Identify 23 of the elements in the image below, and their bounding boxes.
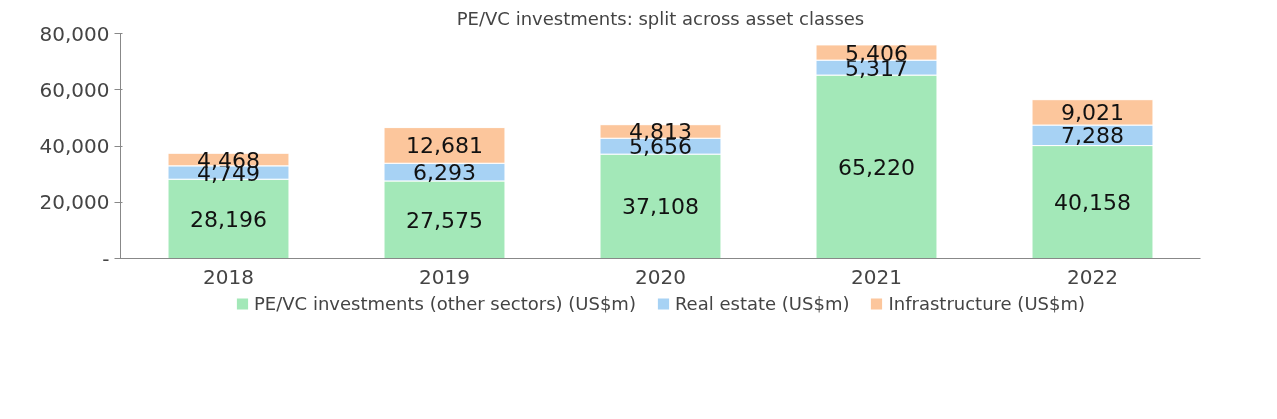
chart-title: PE/VC investments: split across asset classes: [456, 7, 865, 29]
y-tick-label: -: [102, 246, 110, 271]
data-label: 9,021: [1061, 100, 1124, 126]
x-tick-label: 2019: [419, 264, 470, 289]
y-tick-label: 80,000: [39, 21, 110, 46]
x-tick-label: 2021: [851, 264, 902, 289]
legend-label: Real estate (US$m): [674, 292, 850, 314]
y-tick-label: 60,000: [39, 77, 110, 102]
x-tick-label: 2018: [203, 264, 254, 289]
y-tick-label: 20,000: [39, 190, 110, 215]
data-label: 27,575: [406, 207, 483, 233]
data-label: 6,293: [413, 160, 476, 186]
legend-label: Infrastructure (US$m): [888, 292, 1086, 314]
data-label: 40,158: [1054, 190, 1131, 216]
data-label: 7,288: [1061, 123, 1124, 149]
data-label: 65,220: [838, 154, 915, 180]
x-tick-label: 2020: [635, 264, 686, 289]
data-label: 12,681: [406, 133, 483, 159]
data-label: 37,108: [622, 194, 699, 220]
legend-label: PE/VC investments (other sectors) (US$m): [253, 292, 636, 314]
y-tick-label: 40,000: [39, 134, 110, 158]
data-label: 28,196: [190, 206, 267, 232]
x-tick-label: 2022: [1067, 264, 1118, 289]
